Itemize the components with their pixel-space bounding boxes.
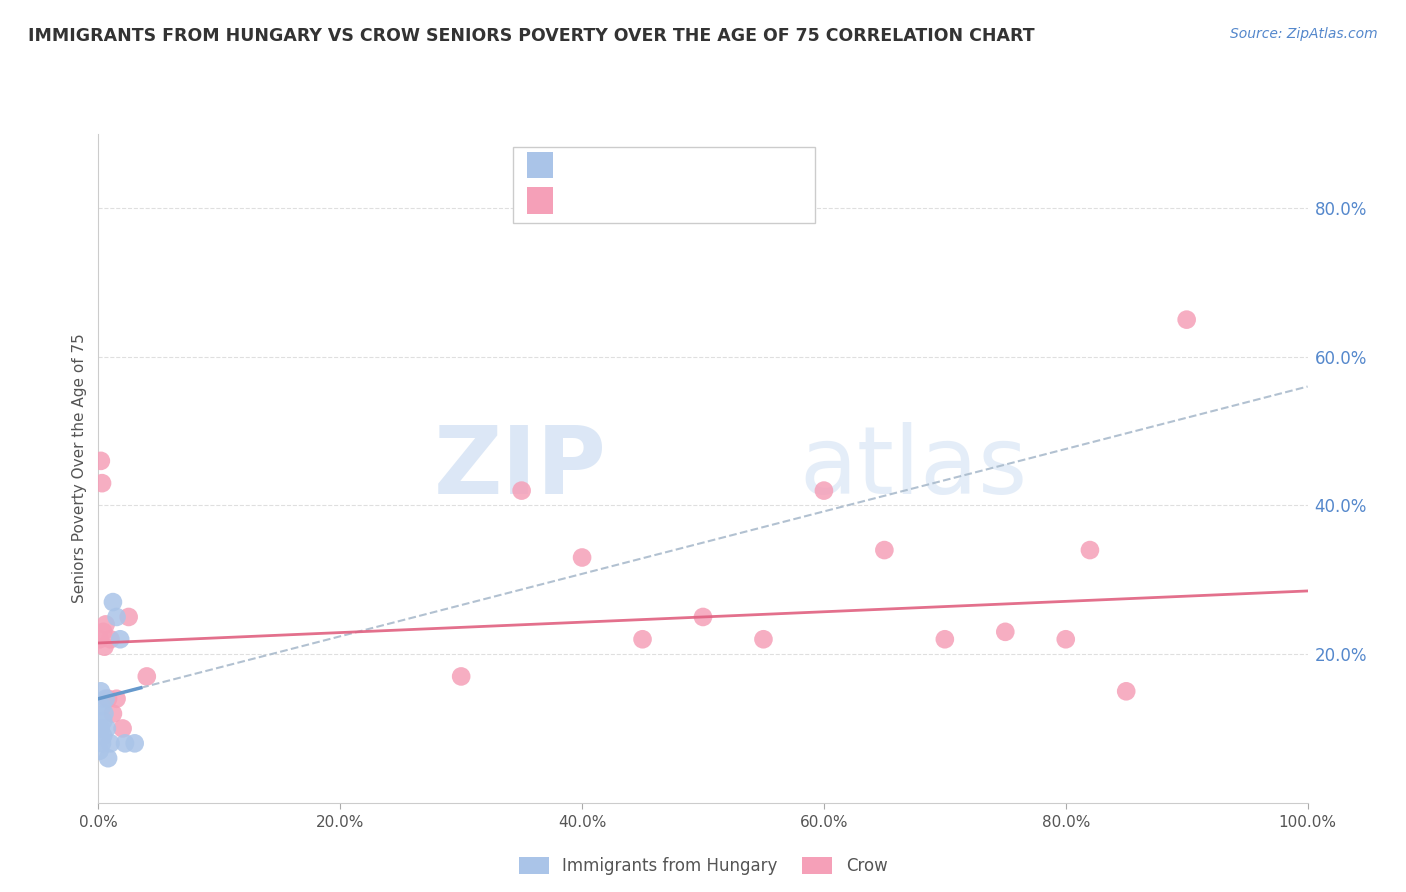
Point [89, 744, 111, 758]
Point [93, 706, 115, 721]
Point [100, 632, 122, 647]
Legend: Immigrants from Hungary, Crow: Immigrants from Hungary, Crow [512, 850, 894, 881]
Point [90, 722, 112, 736]
Point [1078, 543, 1101, 558]
Text: 0.143: 0.143 [600, 158, 648, 172]
Text: IMMIGRANTS FROM HUNGARY VS CROW SENIORS POVERTY OVER THE AGE OF 75 CORRELATION C: IMMIGRANTS FROM HUNGARY VS CROW SENIORS … [28, 27, 1035, 45]
Point [813, 483, 835, 498]
Point [118, 610, 141, 624]
Point [571, 550, 593, 565]
Point [101, 595, 124, 609]
Text: 27: 27 [696, 194, 717, 208]
Point [91, 729, 114, 743]
Point [90, 684, 112, 698]
Text: 17: 17 [696, 158, 717, 172]
Point [1115, 684, 1137, 698]
Point [94, 617, 117, 632]
Point [114, 736, 136, 750]
Point [934, 632, 956, 647]
Point [752, 632, 775, 647]
Text: R =: R = [564, 194, 598, 208]
Y-axis label: Seniors Poverty Over the Age of 75: Seniors Poverty Over the Age of 75 [72, 334, 87, 603]
Point [105, 691, 128, 706]
Point [97, 751, 120, 765]
Point [1175, 312, 1198, 326]
Text: Source: ZipAtlas.com: Source: ZipAtlas.com [1230, 27, 1378, 41]
Point [96, 722, 118, 736]
Point [93, 640, 115, 654]
Point [90, 454, 112, 468]
Point [135, 669, 157, 683]
Text: R =: R = [564, 158, 598, 172]
Point [94, 691, 117, 706]
Point [510, 483, 533, 498]
Point [91, 736, 114, 750]
Point [89, 632, 111, 647]
Point [631, 632, 654, 647]
Point [108, 632, 131, 647]
Text: ZIP: ZIP [433, 422, 606, 515]
Point [91, 624, 114, 639]
Point [692, 610, 714, 624]
Text: atlas: atlas [800, 422, 1028, 515]
Point [91, 714, 114, 728]
Point [450, 669, 472, 683]
Point [111, 722, 134, 736]
Point [994, 624, 1017, 639]
Point [873, 543, 896, 558]
Text: 0.181: 0.181 [600, 194, 648, 208]
Point [124, 736, 146, 750]
Point [101, 706, 124, 721]
Point [91, 476, 114, 491]
Point [97, 691, 120, 706]
Text: N =: N = [651, 194, 695, 208]
Point [1054, 632, 1077, 647]
Point [91, 699, 114, 714]
Text: N =: N = [651, 158, 695, 172]
Point [105, 610, 128, 624]
Point [100, 736, 122, 750]
